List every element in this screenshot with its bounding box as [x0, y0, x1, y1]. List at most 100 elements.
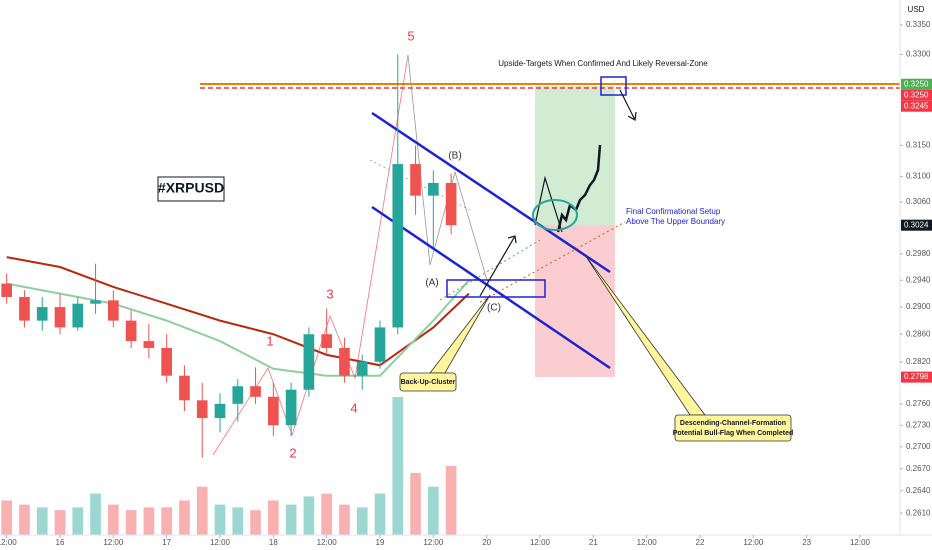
wave-label: 4: [350, 400, 357, 415]
projection: [534, 175, 563, 233]
upside-note: Upside-Targets When Confirmed And Likely…: [498, 59, 708, 68]
candle-body: [445, 182, 457, 226]
y-tick-label: 0.3100: [906, 172, 931, 181]
channel-upper: [371, 111, 611, 274]
channel-callout: [674, 414, 792, 442]
candle-body: [410, 164, 421, 196]
x-tick-label: 12:00: [103, 538, 124, 547]
channel-lower: [371, 205, 611, 370]
wave-label: 2: [289, 445, 296, 460]
volume-bar: [72, 507, 84, 535]
moving-averages: [6, 256, 470, 377]
wave-label: 3: [326, 286, 333, 301]
price-marker-label: 0.3024: [904, 220, 929, 229]
volume-bar: [356, 507, 368, 535]
candle-body: [428, 182, 439, 196]
price-marker-label: 0.2798: [904, 372, 929, 381]
wave-label: (A): [425, 278, 438, 289]
backup-note: Back-Up-Cluster: [401, 379, 456, 386]
candle-body: [356, 361, 368, 376]
x-tick-label: 18: [269, 538, 278, 547]
volume-pane: [1, 397, 457, 535]
setup-note: Above The Upper Boundary: [626, 217, 725, 226]
target-box: [600, 76, 627, 96]
wave-label: 1: [266, 333, 273, 348]
volume-bar: [1, 500, 13, 535]
volume-bar: [321, 493, 332, 535]
price-marker-label: 0.3250: [904, 79, 929, 88]
y-tick-label: 0.2980: [906, 249, 931, 258]
channel-note: Potential Bull-Flag When Completed: [673, 430, 794, 437]
symbol: #XRPUSD: [158, 180, 224, 196]
price-marker: [901, 78, 932, 90]
x-tick-label: 17: [162, 538, 171, 547]
candle-body: [214, 403, 226, 419]
candle-body: [90, 300, 101, 304]
y-tick-label: 0.3350: [906, 20, 931, 29]
volume-bar: [90, 493, 101, 535]
y-tick-label: 0.2670: [906, 464, 931, 473]
symbol-box: [157, 176, 225, 202]
y-tick-label: 0.2730: [906, 420, 931, 429]
price-marker: [901, 100, 932, 112]
backup-callout: [399, 372, 457, 392]
drawings: [157, 54, 900, 456]
volume-bar: [232, 507, 244, 535]
arrow-head: [507, 235, 517, 244]
volume-bar: [196, 486, 208, 535]
volume-bar: [125, 510, 137, 535]
x-tick-label: 22: [696, 538, 705, 547]
price-marker: [901, 89, 932, 101]
candle-body: [285, 389, 297, 426]
x-tick-label: 19: [376, 538, 385, 547]
x-tick-label: 12:00: [317, 538, 338, 547]
volume-bar: [410, 472, 421, 535]
stop-zone: [535, 225, 615, 377]
candle-body: [321, 334, 332, 348]
volume-bar: [339, 504, 350, 535]
y-tick-label: 0.2700: [906, 442, 931, 451]
candle-body: [179, 375, 190, 401]
y-tick-label: 0.3300: [906, 49, 931, 58]
candle-body: [303, 334, 315, 390]
candle-body: [232, 386, 244, 404]
volume-bar: [143, 507, 155, 535]
x-tick-label: 12:00: [637, 538, 658, 547]
candle-body: [1, 283, 13, 297]
x-tick-label: 12:00: [743, 538, 764, 547]
arrow: [619, 89, 636, 121]
volume-bar: [161, 507, 172, 535]
highlight-circle: [532, 199, 578, 231]
wave-label: (B): [448, 151, 461, 162]
candle-body: [125, 320, 137, 342]
y-tick-label: 0.2900: [906, 302, 931, 311]
arrow: [479, 235, 516, 297]
channel-note: Descending-Channel-Formation: [680, 420, 786, 427]
x-tick-label: 12:00: [0, 538, 17, 547]
x-tick-label: 12:00: [210, 538, 231, 547]
volume-bar: [268, 500, 279, 535]
currency: USD: [908, 5, 925, 14]
volume-bar: [374, 493, 386, 535]
setup-note: Final Confirmational Setup: [626, 207, 721, 216]
candle-body: [36, 307, 48, 321]
volume-bar: [392, 397, 404, 535]
y-tick-label: 0.2760: [906, 399, 931, 408]
y-tick-label: 0.2940: [906, 275, 931, 284]
candle-body: [339, 347, 350, 376]
volume-bar: [108, 504, 119, 535]
candles: [1, 54, 457, 458]
price-marker: [901, 371, 932, 383]
price-marker-label: 0.3245: [904, 101, 929, 110]
volume-bar: [36, 507, 48, 535]
volume-bar: [214, 504, 226, 535]
price-marker-label: 0.3250: [904, 90, 929, 99]
x-tick-label: 21: [589, 538, 598, 547]
candle-body: [108, 300, 119, 321]
x-tick-label: 12:00: [530, 538, 551, 547]
candle-body: [268, 396, 279, 426]
x-tick-label: 12:00: [850, 538, 871, 547]
candle-body: [72, 303, 84, 328]
volume-bar: [428, 486, 439, 535]
